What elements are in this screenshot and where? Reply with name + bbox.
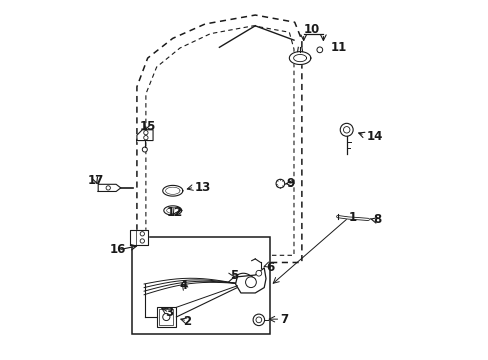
- Circle shape: [255, 270, 261, 276]
- Polygon shape: [163, 206, 182, 215]
- Circle shape: [140, 231, 144, 236]
- Polygon shape: [235, 268, 265, 293]
- Circle shape: [316, 47, 322, 53]
- Text: 11: 11: [330, 41, 346, 54]
- Text: 8: 8: [373, 213, 381, 226]
- Circle shape: [106, 186, 110, 190]
- Text: 7: 7: [280, 312, 288, 326]
- Circle shape: [253, 314, 264, 325]
- Text: 3: 3: [165, 306, 173, 319]
- Text: 9: 9: [286, 177, 294, 190]
- Circle shape: [143, 135, 148, 140]
- Circle shape: [343, 127, 349, 133]
- Text: 4: 4: [179, 279, 187, 292]
- Circle shape: [255, 317, 261, 323]
- Polygon shape: [289, 51, 310, 64]
- Polygon shape: [98, 184, 121, 192]
- Polygon shape: [137, 130, 153, 140]
- FancyBboxPatch shape: [156, 307, 176, 327]
- Text: 5: 5: [229, 269, 237, 282]
- Text: 10: 10: [303, 23, 319, 36]
- FancyBboxPatch shape: [159, 310, 173, 325]
- Text: 2: 2: [183, 315, 191, 328]
- Text: 16: 16: [110, 243, 126, 256]
- Circle shape: [140, 239, 144, 243]
- Text: 1: 1: [348, 211, 356, 224]
- Bar: [131, 237, 269, 334]
- Text: 13: 13: [194, 181, 210, 194]
- Circle shape: [245, 277, 256, 288]
- Circle shape: [276, 179, 284, 188]
- Polygon shape: [130, 230, 148, 244]
- Circle shape: [163, 314, 169, 320]
- Circle shape: [340, 123, 352, 136]
- Text: 12: 12: [166, 206, 183, 219]
- Text: 14: 14: [366, 130, 382, 144]
- Polygon shape: [163, 185, 183, 196]
- Circle shape: [142, 147, 147, 152]
- Text: 6: 6: [265, 261, 274, 274]
- Text: 15: 15: [139, 120, 156, 133]
- Circle shape: [143, 131, 148, 135]
- Text: 17: 17: [87, 174, 103, 186]
